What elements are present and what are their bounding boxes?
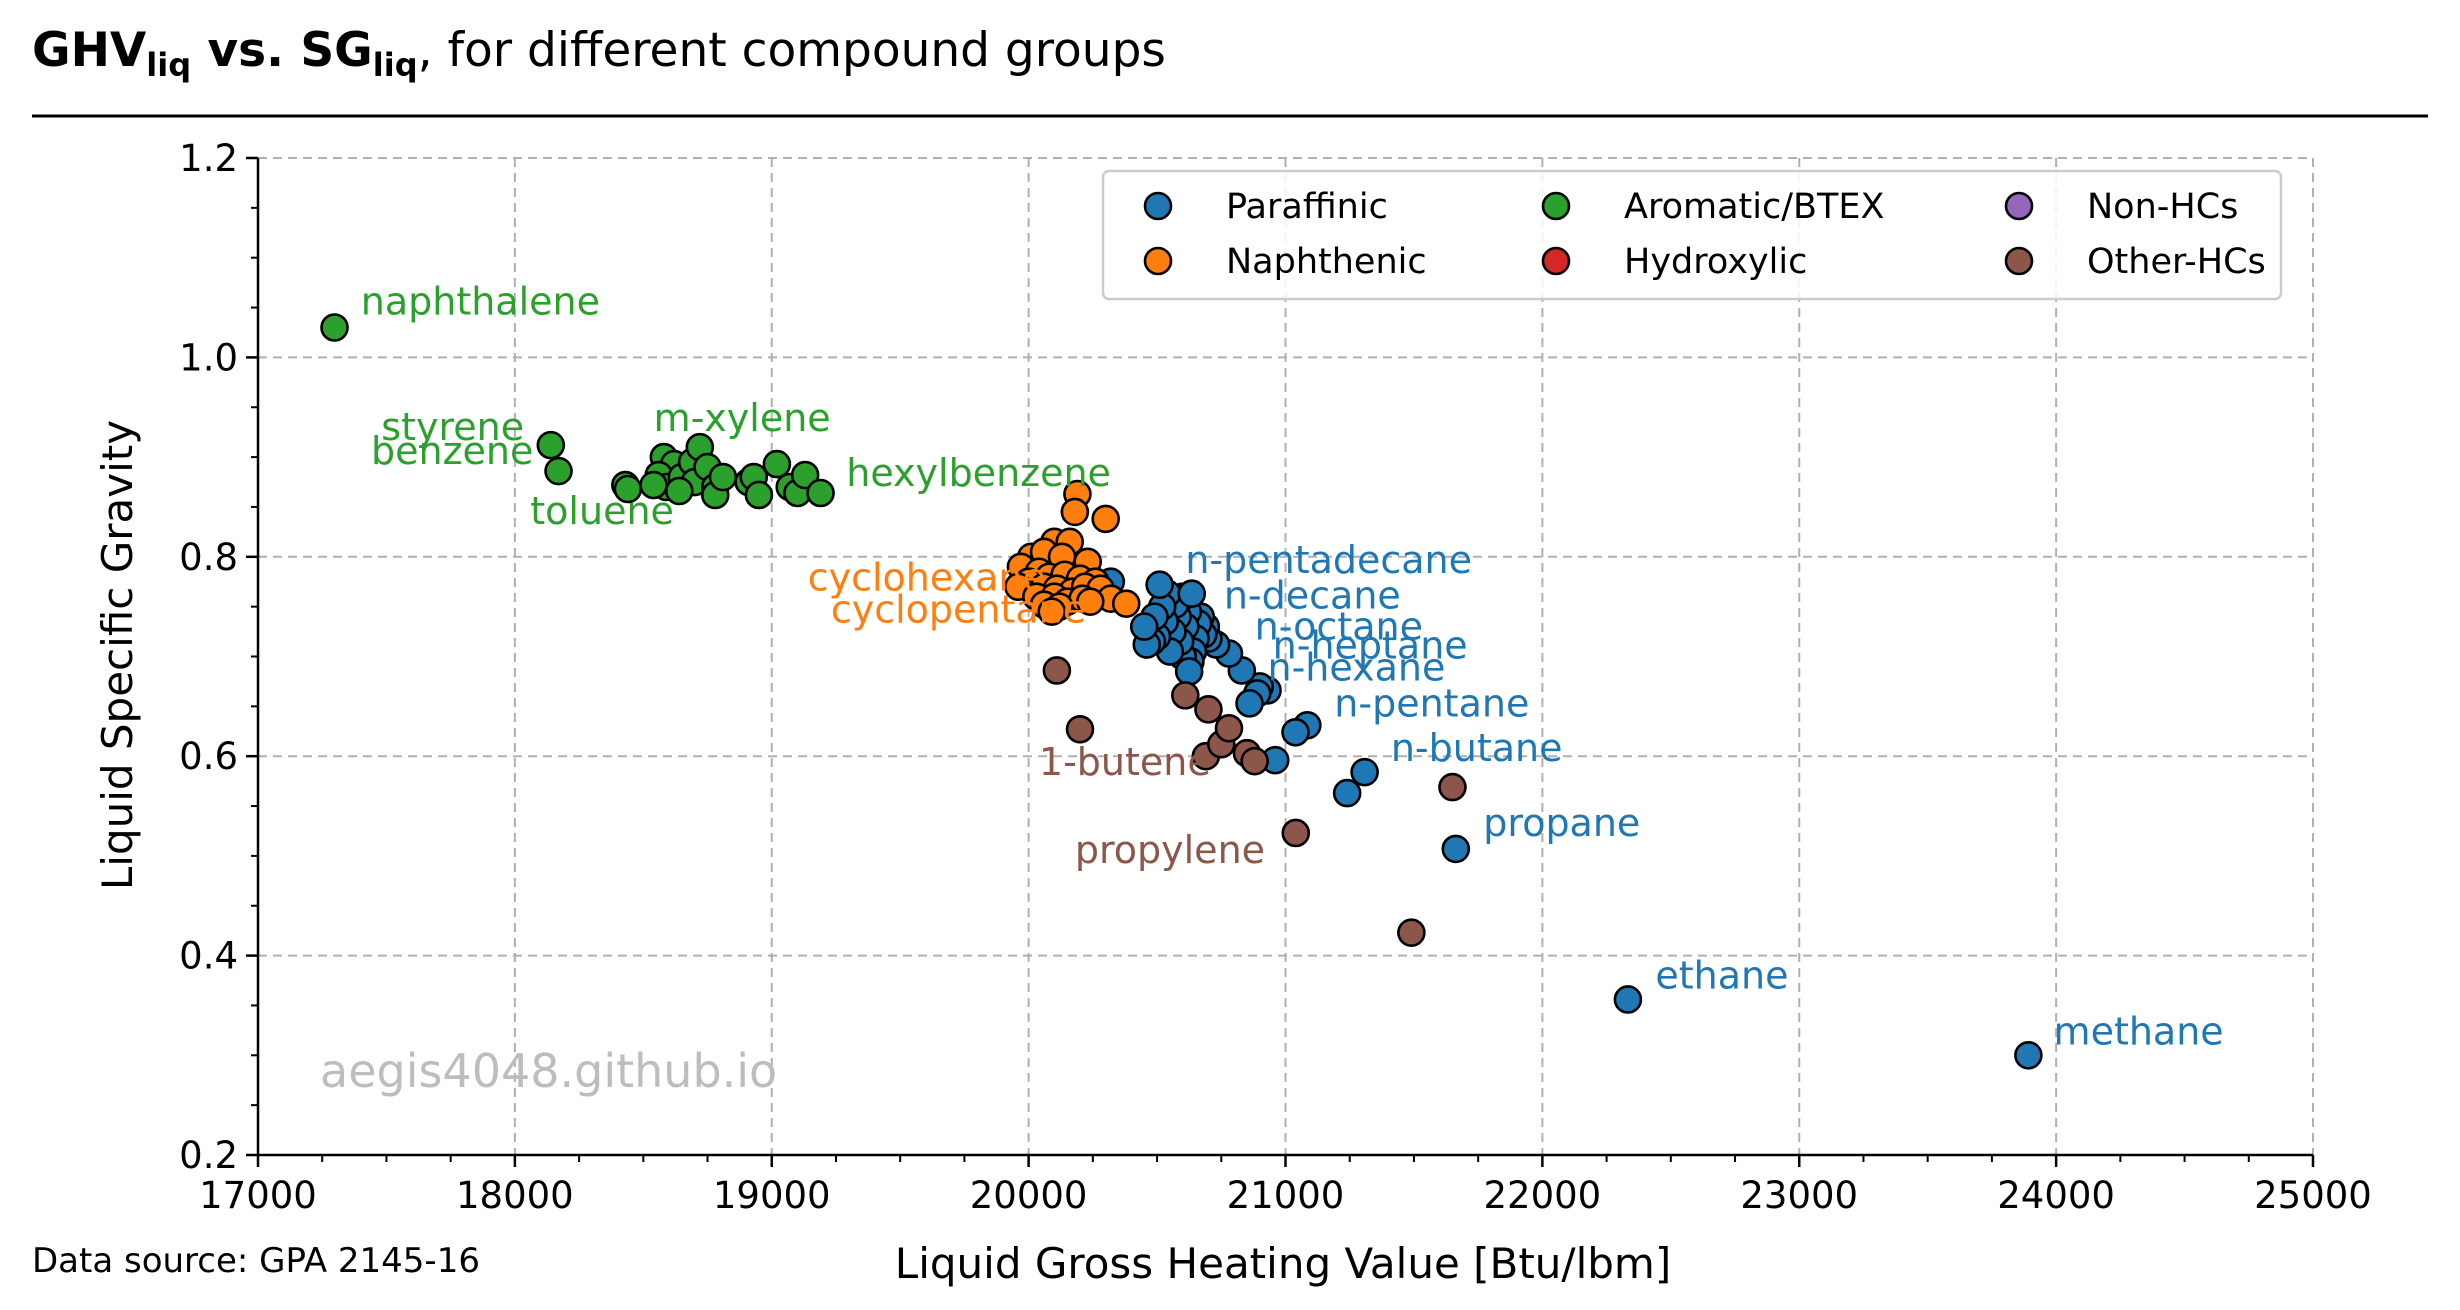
point-other-hcs <box>1065 714 1095 744</box>
annotation-label: propane <box>1483 801 1640 845</box>
point-paraffinic <box>1174 657 1204 686</box>
plot-points <box>320 313 2043 1070</box>
title-rest: , for different compound groups <box>418 23 1166 78</box>
legend-label-naphthenic: Naphthenic <box>1226 242 1427 282</box>
annotation-label: m-xylene <box>654 396 831 440</box>
annotation-label: propylene <box>1075 828 1265 872</box>
point-naphthenic <box>1037 597 1067 626</box>
point-paraffinic <box>1332 778 1362 808</box>
title-vs-sg: vs. SG <box>191 23 373 78</box>
point-other-hcs <box>1281 818 1311 848</box>
point-aromatic-btex <box>708 462 738 492</box>
annotation-label: n-octane <box>1255 605 1423 649</box>
point-paraffinic <box>1145 570 1174 600</box>
point-aromatic-btex <box>536 430 566 460</box>
legend-frame <box>1101 169 2283 301</box>
chart-title: GHVliq vs. SGliq, for different compound… <box>32 23 1166 84</box>
y-tick-label: 0.2 <box>179 1134 238 1177</box>
annotation-label: n-butane <box>1391 726 1563 770</box>
point-paraffinic <box>1281 717 1310 747</box>
x-tick-label: 20000 <box>970 1174 1088 1217</box>
annotation-label: styrene <box>381 405 524 449</box>
y-tick-label: 1.0 <box>179 336 238 379</box>
x-tick-label: 25000 <box>2254 1174 2372 1217</box>
point-paraffinic <box>1177 579 1207 608</box>
plot-axes: 17000 18000 19000 20000 21000 22000 23000 24000… <box>179 137 2372 1217</box>
annotation-label: n-pentane <box>1334 681 1529 725</box>
annotation-label: methane <box>2054 1009 2224 1053</box>
x-tick-label: 18000 <box>456 1174 574 1217</box>
point-aromatic-btex <box>544 456 573 486</box>
annotation-label: cyclopentane <box>831 588 1086 632</box>
annotation-label: n-pentadecane <box>1185 538 1472 582</box>
annotation-label: 1-butene <box>1039 740 1211 784</box>
legend-label-other-hcs: Other-HCs <box>2087 242 2266 282</box>
y-tick-label: 0.4 <box>179 935 238 978</box>
annotation-label: cyclohexane <box>808 556 1046 600</box>
x-tick-label: 22000 <box>1484 1174 1602 1217</box>
annotation-label: n-heptane <box>1273 623 1468 667</box>
x-axis-label: Liquid Gross Heating Value [Btu/lbm] <box>895 1239 1671 1288</box>
annotation-label: hexylbenzene <box>846 451 1111 495</box>
legend: Paraffinic Naphthenic Aromatic/BTEX Hydroxy… <box>1101 169 2283 301</box>
x-tick-label: 23000 <box>1740 1174 1858 1217</box>
point-other-hcs <box>1194 695 1223 724</box>
legend-marker-aromatic-btex <box>1541 191 1571 221</box>
legend-label-non-hcs: Non-HCs <box>2087 187 2238 227</box>
legend-marker-hydroxylic <box>1541 246 1571 276</box>
point-other-hcs <box>1240 746 1269 776</box>
y-axis-label: Liquid Specific Gravity <box>93 420 142 890</box>
legend-marker-naphthenic <box>1143 246 1173 276</box>
legend-label-aromatic-btex: Aromatic/BTEX <box>1624 187 1884 227</box>
point-other-hcs <box>1438 772 1467 802</box>
annotation-label: ethane <box>1655 954 1788 998</box>
legend-marker-paraffinic <box>1143 191 1173 221</box>
title-sub-liq-2: liq <box>373 46 418 84</box>
point-aromatic-btex <box>320 313 349 342</box>
y-tick-label: 1.2 <box>179 137 238 180</box>
point-other-hcs <box>1171 681 1200 710</box>
annotation-label: benzene <box>371 429 533 473</box>
point-naphthenic <box>1091 504 1120 534</box>
watermark: aegis4048.github.io <box>320 1044 777 1098</box>
legend-label-hydroxylic: Hydroxylic <box>1624 242 1807 282</box>
point-aromatic-btex <box>790 460 820 490</box>
y-tick-label: 0.8 <box>179 536 238 579</box>
point-other-hcs <box>1214 713 1244 743</box>
point-other-hcs <box>1042 656 1072 685</box>
x-tick-label: 21000 <box>1227 1174 1345 1217</box>
y-tick-label: 0.6 <box>179 735 238 778</box>
annotation-label: naphthalene <box>361 280 600 324</box>
point-other-hcs <box>1397 918 1426 947</box>
annotation-label: n-decane <box>1224 574 1401 618</box>
point-paraffinic <box>1613 985 1643 1014</box>
legend-marker-other-hcs <box>2004 246 2034 276</box>
point-paraffinic <box>1235 689 1264 718</box>
point-paraffinic <box>2014 1041 2043 1070</box>
annotation-label: n-hexane <box>1268 645 1446 689</box>
point-paraffinic <box>1129 612 1159 641</box>
point-paraffinic <box>1350 757 1379 787</box>
point-naphthenic <box>1075 587 1105 616</box>
x-tick-label: 24000 <box>1997 1174 2115 1217</box>
point-paraffinic <box>1441 834 1471 864</box>
point-aromatic-btex <box>762 449 792 479</box>
x-tick-label: 19000 <box>713 1174 831 1217</box>
point-aromatic-btex <box>806 478 835 508</box>
point-aromatic-btex <box>744 480 774 510</box>
point-naphthenic <box>1060 497 1090 527</box>
title-ghv: GHV <box>32 23 147 78</box>
point-naphthenic <box>1111 589 1141 618</box>
annotation-label: toluene <box>530 489 674 533</box>
legend-label-paraffinic: Paraffinic <box>1226 187 1388 227</box>
point-aromatic-btex <box>639 470 668 500</box>
legend-marker-non-hcs <box>2004 191 2034 221</box>
title-sub-liq-1: liq <box>146 46 191 84</box>
data-source-note: Data source: GPA 2145-16 <box>32 1241 480 1281</box>
x-tick-label: 17000 <box>199 1174 317 1217</box>
